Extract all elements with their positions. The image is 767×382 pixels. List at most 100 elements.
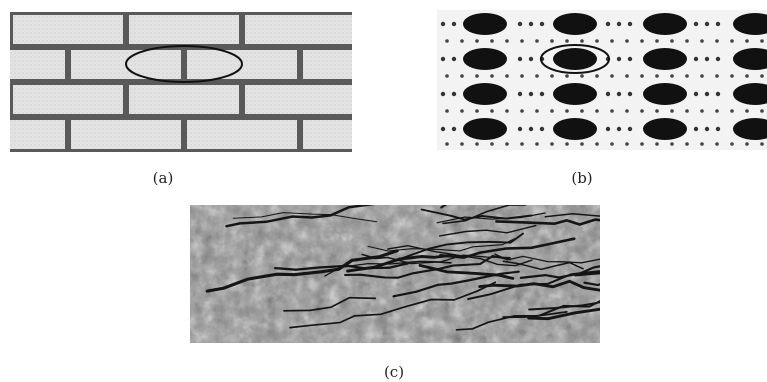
- small-dot: [460, 109, 464, 113]
- small-dot: [505, 142, 509, 146]
- small-dot: [670, 109, 674, 113]
- brick: [13, 15, 123, 44]
- small-dot: [550, 74, 554, 78]
- small-dot: [475, 39, 479, 43]
- crack: [283, 296, 377, 312]
- brick: [187, 120, 297, 149]
- small-dot: [640, 74, 644, 78]
- small-dot: [625, 74, 629, 78]
- small-dot: [605, 21, 611, 27]
- small-dot: [451, 91, 457, 97]
- small-dot: [700, 142, 704, 146]
- lattice-dot: [733, 83, 767, 105]
- small-dot: [550, 142, 554, 146]
- caption-b: (b): [571, 169, 593, 187]
- small-dot: [505, 39, 509, 43]
- small-dot: [730, 39, 734, 43]
- small-dot: [490, 109, 494, 113]
- crack: [346, 253, 453, 273]
- small-dot: [440, 21, 446, 27]
- crack: [205, 249, 399, 293]
- brick: [10, 50, 65, 79]
- crack: [467, 270, 600, 300]
- lattice-dot: [463, 83, 507, 105]
- small-dot: [715, 142, 719, 146]
- cracked-surface-svg: [190, 205, 600, 343]
- small-dot: [440, 91, 446, 97]
- small-dot: [475, 142, 479, 146]
- small-dot: [445, 142, 449, 146]
- small-dot: [715, 126, 721, 132]
- lattice-dot: [553, 48, 597, 70]
- small-dot: [490, 39, 494, 43]
- small-dot: [616, 56, 622, 62]
- small-dot: [715, 91, 721, 97]
- small-dot: [616, 91, 622, 97]
- small-dot: [451, 126, 457, 132]
- brick: [129, 85, 239, 114]
- small-dot: [517, 21, 523, 27]
- small-dot: [693, 126, 699, 132]
- brick: [303, 120, 352, 149]
- small-dot: [627, 21, 633, 27]
- lattice-dot: [733, 118, 767, 140]
- lattice-dot: [643, 83, 687, 105]
- small-dot: [693, 91, 699, 97]
- crack: [519, 265, 600, 279]
- crack: [439, 237, 576, 259]
- crack: [583, 281, 600, 287]
- small-dot: [670, 74, 674, 78]
- small-dot: [760, 39, 764, 43]
- small-dot: [565, 109, 569, 113]
- small-dot: [605, 91, 611, 97]
- crack: [528, 301, 600, 311]
- brick-rows: [10, 15, 352, 149]
- brick: [245, 15, 352, 44]
- brick: [129, 15, 239, 44]
- small-dot: [535, 142, 539, 146]
- small-dot: [693, 56, 699, 62]
- small-dot: [715, 56, 721, 62]
- small-dot: [445, 74, 449, 78]
- small-dot: [745, 109, 749, 113]
- small-dot: [670, 39, 674, 43]
- lattice-dot: [553, 118, 597, 140]
- small-dot: [625, 109, 629, 113]
- small-dot: [704, 21, 710, 27]
- lattice-dot: [463, 13, 507, 35]
- small-dot: [685, 74, 689, 78]
- small-dot: [565, 74, 569, 78]
- small-dot: [460, 142, 464, 146]
- crack: [502, 260, 584, 271]
- small-dot: [539, 91, 545, 97]
- lattice-dots: [440, 13, 767, 146]
- small-dot: [730, 74, 734, 78]
- small-dot: [445, 39, 449, 43]
- crack: [494, 253, 600, 264]
- small-dot: [460, 74, 464, 78]
- small-dot: [490, 142, 494, 146]
- small-dot: [704, 91, 710, 97]
- small-dot: [565, 39, 569, 43]
- brick: [71, 120, 181, 149]
- small-dot: [595, 74, 599, 78]
- small-dot: [595, 39, 599, 43]
- small-dot: [693, 21, 699, 27]
- crack-lines: [205, 205, 600, 331]
- small-dot: [605, 126, 611, 132]
- brick: [10, 120, 65, 149]
- small-dot: [528, 21, 534, 27]
- small-dot: [451, 56, 457, 62]
- small-dot: [595, 142, 599, 146]
- small-dot: [520, 109, 524, 113]
- small-dot: [610, 142, 614, 146]
- surface-noise: [190, 205, 600, 343]
- small-dot: [655, 74, 659, 78]
- crack: [502, 300, 600, 319]
- small-dot: [760, 109, 764, 113]
- small-dot: [616, 21, 622, 27]
- small-dot: [627, 91, 633, 97]
- small-dot: [610, 109, 614, 113]
- small-dot: [490, 74, 494, 78]
- small-dot: [505, 74, 509, 78]
